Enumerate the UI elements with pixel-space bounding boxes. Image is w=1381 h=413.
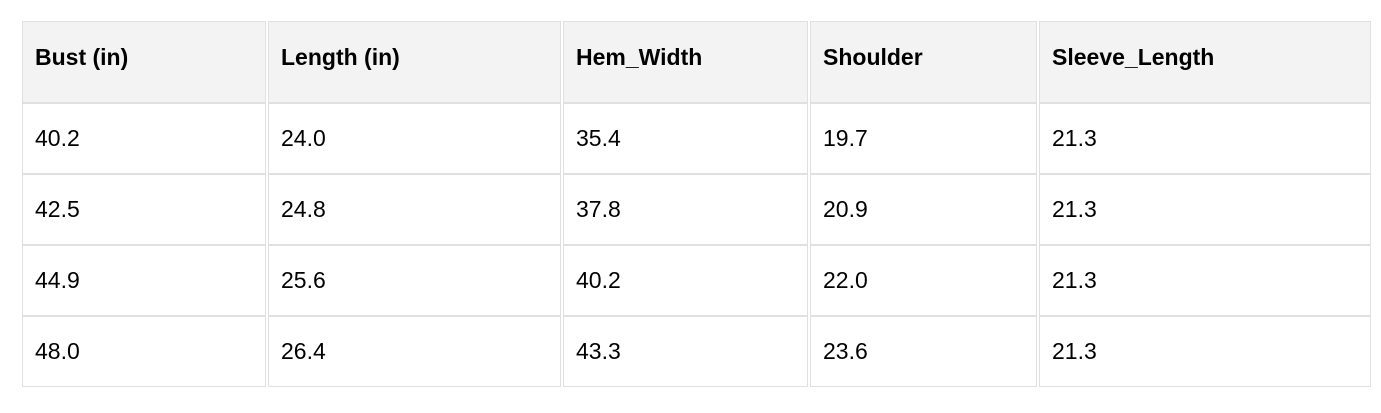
measurements-table: Bust (in) Length (in) Hem_Width Shoulder…	[20, 21, 1373, 387]
column-header-bust: Bust (in)	[22, 21, 266, 103]
table-row: 40.2 24.0 35.4 19.7 21.3	[22, 103, 1371, 174]
table-cell: 21.3	[1039, 245, 1371, 316]
table-row: 48.0 26.4 43.3 23.6 21.3	[22, 316, 1371, 387]
table-cell: 21.3	[1039, 103, 1371, 174]
table-cell: 40.2	[563, 245, 808, 316]
table-row: 44.9 25.6 40.2 22.0 21.3	[22, 245, 1371, 316]
table-cell: 22.0	[810, 245, 1037, 316]
table-cell: 25.6	[268, 245, 561, 316]
table-body: 40.2 24.0 35.4 19.7 21.3 42.5 24.8 37.8 …	[22, 103, 1371, 387]
table-cell: 40.2	[22, 103, 266, 174]
table-cell: 21.3	[1039, 316, 1371, 387]
table-cell: 37.8	[563, 174, 808, 245]
table-row: 42.5 24.8 37.8 20.9 21.3	[22, 174, 1371, 245]
column-header-length: Length (in)	[268, 21, 561, 103]
table-cell: 35.4	[563, 103, 808, 174]
table-cell: 42.5	[22, 174, 266, 245]
table-cell: 48.0	[22, 316, 266, 387]
table-cell: 24.8	[268, 174, 561, 245]
table-cell: 19.7	[810, 103, 1037, 174]
table-cell: 24.0	[268, 103, 561, 174]
column-header-shoulder: Shoulder	[810, 21, 1037, 103]
column-header-sleeve-length: Sleeve_Length	[1039, 21, 1371, 103]
table-cell: 43.3	[563, 316, 808, 387]
table-header-row: Bust (in) Length (in) Hem_Width Shoulder…	[22, 21, 1371, 103]
table-cell: 21.3	[1039, 174, 1371, 245]
table-cell: 23.6	[810, 316, 1037, 387]
table-cell: 26.4	[268, 316, 561, 387]
table-cell: 20.9	[810, 174, 1037, 245]
column-header-hem-width: Hem_Width	[563, 21, 808, 103]
table-cell: 44.9	[22, 245, 266, 316]
